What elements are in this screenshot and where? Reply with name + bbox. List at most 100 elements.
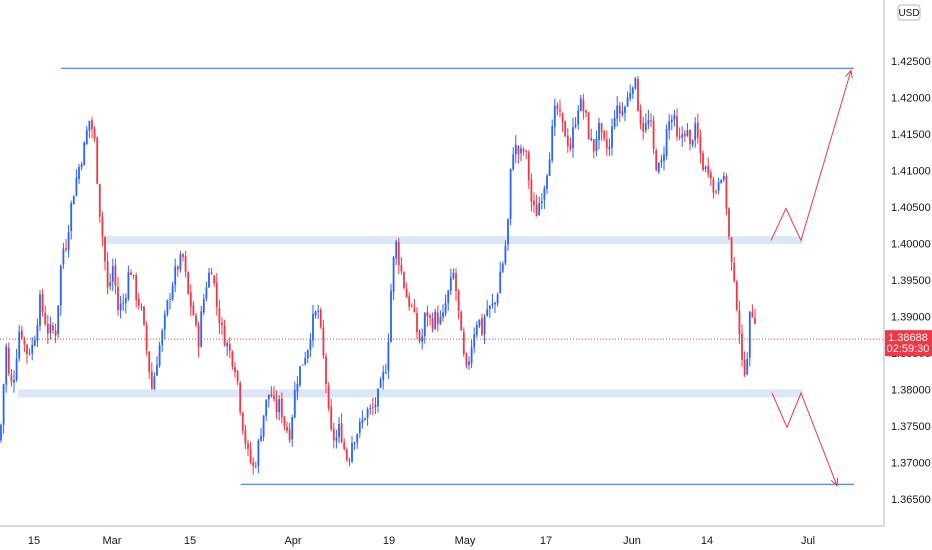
bearish-candle[interactable]	[273, 386, 275, 402]
bullish-candle[interactable]	[361, 410, 364, 429]
bearish-candle[interactable]	[26, 344, 28, 364]
bearish-candle[interactable]	[286, 421, 288, 434]
bearish-candle[interactable]	[189, 284, 192, 317]
bearish-candle[interactable]	[735, 280, 738, 312]
bullish-candle[interactable]	[379, 376, 382, 389]
bearish-candle[interactable]	[10, 369, 13, 387]
bearish-candle[interactable]	[465, 352, 468, 369]
bullish-candle[interactable]	[686, 123, 689, 137]
bearish-candle[interactable]	[101, 211, 104, 247]
bullish-candle[interactable]	[109, 273, 112, 291]
bearish-candle[interactable]	[652, 115, 655, 155]
bullish-candle[interactable]	[301, 364, 304, 366]
bullish-candle[interactable]	[262, 415, 265, 442]
bullish-candle[interactable]	[85, 126, 88, 145]
bullish-candle[interactable]	[299, 366, 301, 388]
bullish-candle[interactable]	[668, 113, 671, 140]
bearish-candle[interactable]	[741, 324, 743, 367]
current-price-tag[interactable]: 1.38688 02:59:30	[885, 330, 932, 357]
bullish-candle[interactable]	[590, 128, 593, 142]
bullish-candle[interactable]	[478, 319, 481, 329]
bearish-candle[interactable]	[91, 116, 93, 139]
bullish-candle[interactable]	[348, 457, 351, 467]
bearish-candle[interactable]	[104, 236, 106, 271]
bearish-candle[interactable]	[46, 315, 49, 344]
bullish-candle[interactable]	[265, 399, 268, 421]
bullish-candle[interactable]	[80, 162, 83, 171]
bullish-candle[interactable]	[507, 218, 509, 251]
bullish-candle[interactable]	[421, 328, 424, 350]
bullish-projection-path[interactable]	[770, 70, 852, 242]
bullish-candle[interactable]	[0, 423, 2, 443]
bullish-candle[interactable]	[122, 293, 125, 311]
bearish-candle[interactable]	[145, 321, 148, 356]
bearish-candle[interactable]	[743, 351, 746, 377]
bearish-candle[interactable]	[41, 288, 44, 317]
bullish-candle[interactable]	[444, 294, 447, 317]
bearish-candle[interactable]	[244, 425, 247, 450]
bearish-candle[interactable]	[213, 274, 216, 287]
bearish-candle[interactable]	[319, 307, 322, 329]
bullish-candle[interactable]	[364, 417, 366, 421]
bullish-candle[interactable]	[598, 117, 600, 150]
bullish-candle[interactable]	[520, 144, 522, 162]
bullish-candle[interactable]	[608, 138, 611, 156]
bullish-candle[interactable]	[161, 328, 164, 352]
bullish-candle[interactable]	[306, 349, 309, 364]
bearish-candle[interactable]	[184, 251, 187, 278]
bearish-candle[interactable]	[702, 150, 704, 172]
bearish-candle[interactable]	[639, 104, 642, 130]
bullish-candle[interactable]	[124, 293, 127, 314]
bearish-candle[interactable]	[418, 329, 421, 344]
bullish-candle[interactable]	[660, 154, 663, 168]
bullish-candle[interactable]	[626, 91, 629, 107]
bearish-candle[interactable]	[738, 300, 741, 345]
bullish-candle[interactable]	[353, 441, 356, 450]
bullish-candle[interactable]	[312, 305, 314, 348]
bullish-candle[interactable]	[551, 119, 554, 163]
bearish-candle[interactable]	[457, 289, 460, 320]
bullish-candle[interactable]	[296, 376, 299, 401]
bullish-candle[interactable]	[15, 348, 18, 382]
bullish-candle[interactable]	[621, 102, 624, 118]
bearish-candle[interactable]	[715, 189, 717, 195]
bullish-candle[interactable]	[647, 109, 650, 129]
bullish-candle[interactable]	[540, 193, 543, 210]
bullish-candle[interactable]	[72, 195, 75, 205]
bearish-candle[interactable]	[28, 348, 31, 356]
bearish-candle[interactable]	[655, 148, 658, 172]
bullish-candle[interactable]	[33, 335, 36, 347]
bearish-candle[interactable]	[689, 129, 691, 151]
bearish-candle[interactable]	[325, 353, 327, 394]
bearish-candle[interactable]	[106, 252, 109, 295]
bullish-candle[interactable]	[496, 292, 499, 307]
bearish-candle[interactable]	[330, 398, 333, 432]
bearish-candle[interactable]	[754, 308, 756, 324]
bearish-candle[interactable]	[54, 323, 57, 344]
bearish-candle[interactable]	[288, 422, 291, 443]
bearish-candle[interactable]	[683, 129, 686, 142]
bearish-candle[interactable]	[280, 392, 283, 424]
bullish-candle[interactable]	[49, 316, 52, 340]
bullish-candle[interactable]	[720, 179, 723, 184]
bearish-candle[interactable]	[431, 312, 434, 333]
bearish-candle[interactable]	[23, 336, 26, 353]
bullish-candle[interactable]	[491, 293, 494, 309]
bullish-candle[interactable]	[595, 130, 598, 157]
bearish-candle[interactable]	[556, 102, 559, 116]
bullish-candle[interactable]	[501, 261, 504, 274]
bearish-candle[interactable]	[132, 274, 135, 280]
bearish-candle[interactable]	[517, 145, 520, 164]
bullish-candle[interactable]	[62, 242, 65, 270]
bearish-candle[interactable]	[44, 305, 47, 326]
resistance-zone-1.400[interactable]	[102, 236, 802, 245]
bearish-candle[interactable]	[332, 423, 335, 449]
bullish-candle[interactable]	[304, 351, 307, 366]
bearish-candle[interactable]	[182, 252, 184, 262]
bullish-candle[interactable]	[613, 109, 616, 130]
bearish-candle[interactable]	[650, 113, 652, 127]
bullish-candle[interactable]	[473, 327, 476, 354]
bullish-candle[interactable]	[179, 251, 182, 273]
bullish-candle[interactable]	[748, 311, 751, 367]
